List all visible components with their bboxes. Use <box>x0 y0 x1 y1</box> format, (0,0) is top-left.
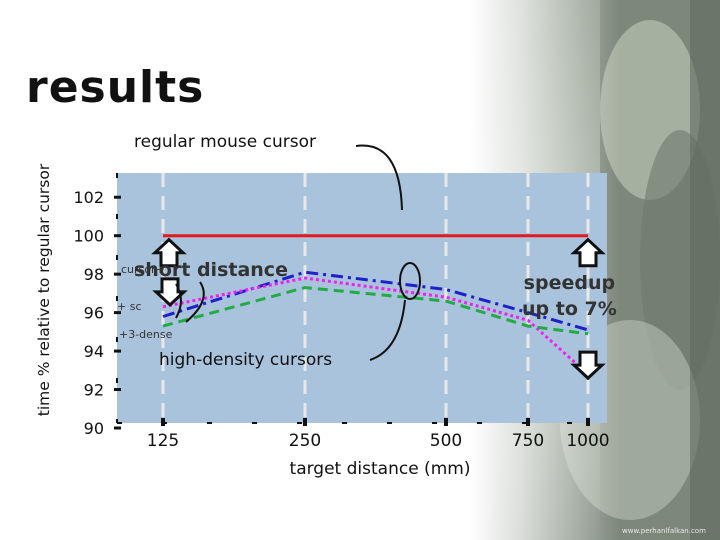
y-tick-label-96: 96 <box>84 304 104 323</box>
series-label-cursor: cursor+ <box>121 263 165 276</box>
y-tick-label-94: 94 <box>84 342 104 361</box>
x-tick-label-1000: 1000 <box>566 431 609 451</box>
callout-high-ellipse <box>399 262 421 300</box>
y-tick-label-98: 98 <box>84 265 104 284</box>
series-label-3dense: +3-dense <box>119 328 173 341</box>
annotation-speedup-line1: speedup <box>523 272 616 294</box>
x-tick-label-750: 750 <box>512 431 544 451</box>
watermark: www.perhanlfalkan.com <box>622 527 706 535</box>
series-label-sc: + sc <box>117 300 142 313</box>
callout-high-right <box>369 299 406 361</box>
x-tick-label-125: 125 <box>147 431 179 451</box>
callout-regular <box>355 144 403 211</box>
marker-arrow-up-1000 <box>570 237 606 268</box>
annotation-regular-cursor: regular mouse cursor <box>134 132 316 152</box>
y-tick-label-90: 90 <box>84 419 104 438</box>
y-tick-label-100: 100 <box>73 227 104 246</box>
annotation-short-distance: short distance <box>134 259 288 281</box>
y-tick-label-92: 92 <box>84 381 104 400</box>
annotation-high-density: high-density cursors <box>159 350 333 370</box>
plot-area <box>117 173 607 423</box>
x-axis-label: target distance (mm) <box>290 459 471 479</box>
callout-short-1 <box>185 281 205 323</box>
annotation-speedup: speedup up to 7% <box>522 270 617 322</box>
marker-arrow-up-125 <box>151 237 187 268</box>
x-tick-label-500: 500 <box>430 431 462 451</box>
series-line-3 <box>162 286 589 336</box>
callout-short-2 <box>175 283 182 319</box>
y-tick-label-102: 102 <box>73 188 104 207</box>
x-tick-label-250: 250 <box>289 431 321 451</box>
marker-arrow-down-1000 <box>570 350 606 381</box>
annotation-speedup-line2: up to 7% <box>522 298 617 320</box>
series-line-2 <box>162 276 590 376</box>
page-title: results <box>26 62 205 113</box>
